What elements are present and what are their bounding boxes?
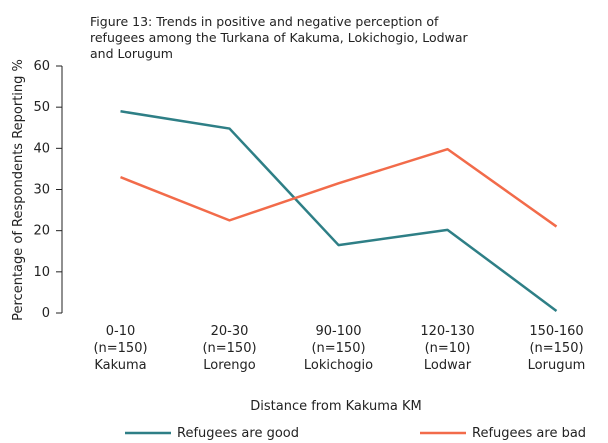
x-tick-label: 0-10 (n=150) Kakuma	[93, 324, 147, 373]
x-tick-label: 20-30 (n=150) Lorengo	[202, 324, 256, 373]
line-series	[120, 110, 558, 312]
x-axis-label: Distance from Kakuma KM	[250, 399, 422, 414]
legend-label: Refugees are bad	[472, 426, 586, 441]
y-tick-label: 50	[33, 100, 50, 115]
y-tick-label: 40	[33, 141, 50, 156]
y-axis-label: Percentage of Respondents Reporting %	[11, 59, 26, 321]
legend-label: Refugees are good	[177, 426, 299, 441]
y-tick-label: 30	[33, 182, 50, 197]
x-tick-label: 90-100 (n=150) Lokichogio	[304, 324, 373, 373]
y-tick-label: 10	[33, 264, 50, 279]
y-tick-label: 0	[42, 306, 50, 321]
y-tick-label: 20	[33, 223, 50, 238]
x-tick-label: 120-130 (n=10) Lodwar	[420, 324, 474, 373]
line-series	[120, 147, 558, 228]
y-tick-label: 60	[33, 59, 50, 74]
x-tick-label: 150-160 (n=150) Lorugum	[528, 324, 586, 373]
chart-title: Figure 13: Trends in positive and negati…	[90, 14, 468, 61]
